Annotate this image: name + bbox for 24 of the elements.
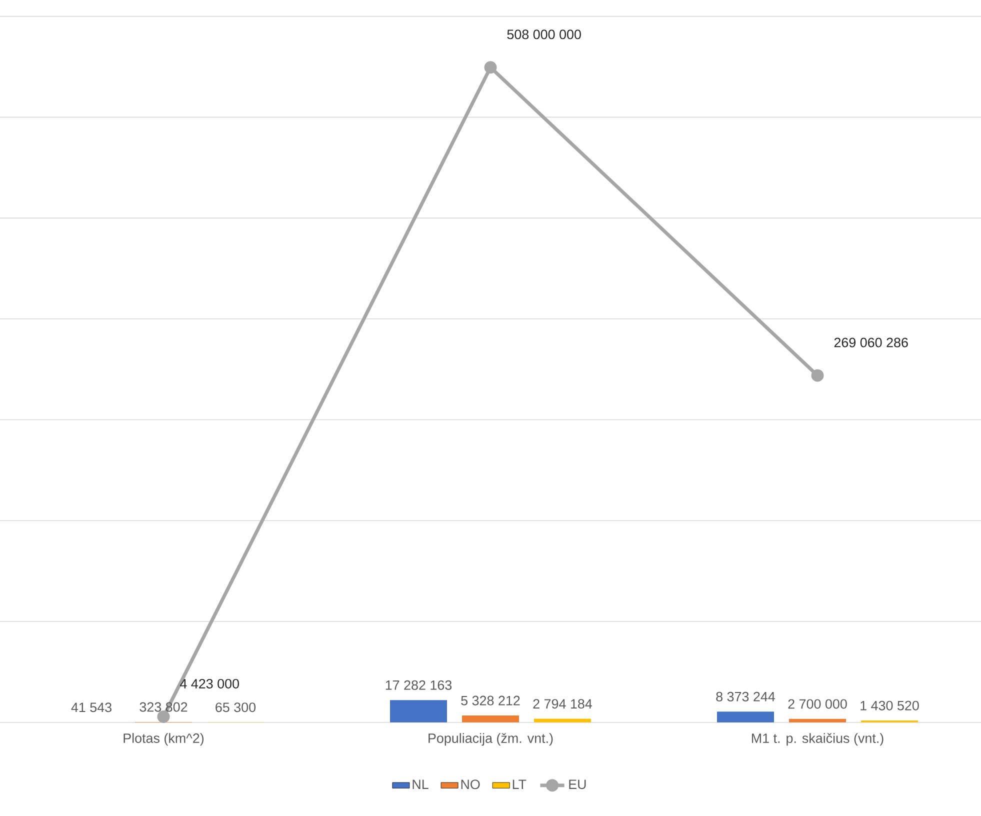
bar xyxy=(789,718,846,722)
bar xyxy=(534,718,592,722)
data-label: 8 373 244 xyxy=(716,692,776,702)
x-tick-label: Populiacija (žm. vnt.) xyxy=(428,732,553,746)
bar xyxy=(462,715,520,722)
data-label: 4 423 000 xyxy=(180,678,239,688)
legend-label: NL xyxy=(412,780,428,789)
x-tick-label: Plotas (km^2) xyxy=(124,732,204,746)
data-label: 508 000 000 xyxy=(507,29,581,39)
legend-label: EU xyxy=(569,780,586,789)
legend-label: NO xyxy=(461,779,480,789)
data-label: 269 060 286 xyxy=(834,338,908,348)
data-label: 2 794 184 xyxy=(533,698,592,708)
bar xyxy=(390,700,448,722)
data-label: 5 328 212 xyxy=(461,696,520,706)
x-tick-label: M1 t. p. skaičius (vnt.) xyxy=(752,732,884,746)
data-label: 41 543 xyxy=(71,702,112,712)
data-label: 17 282 163 xyxy=(386,680,452,690)
legend-label: LT xyxy=(512,780,526,789)
data-label: 1 430 520 xyxy=(860,700,919,710)
bar xyxy=(717,711,774,722)
data-label: 65 300 xyxy=(216,702,256,712)
data-label: 2 700 000 xyxy=(788,699,847,709)
data-label: 323 802 xyxy=(140,702,188,712)
